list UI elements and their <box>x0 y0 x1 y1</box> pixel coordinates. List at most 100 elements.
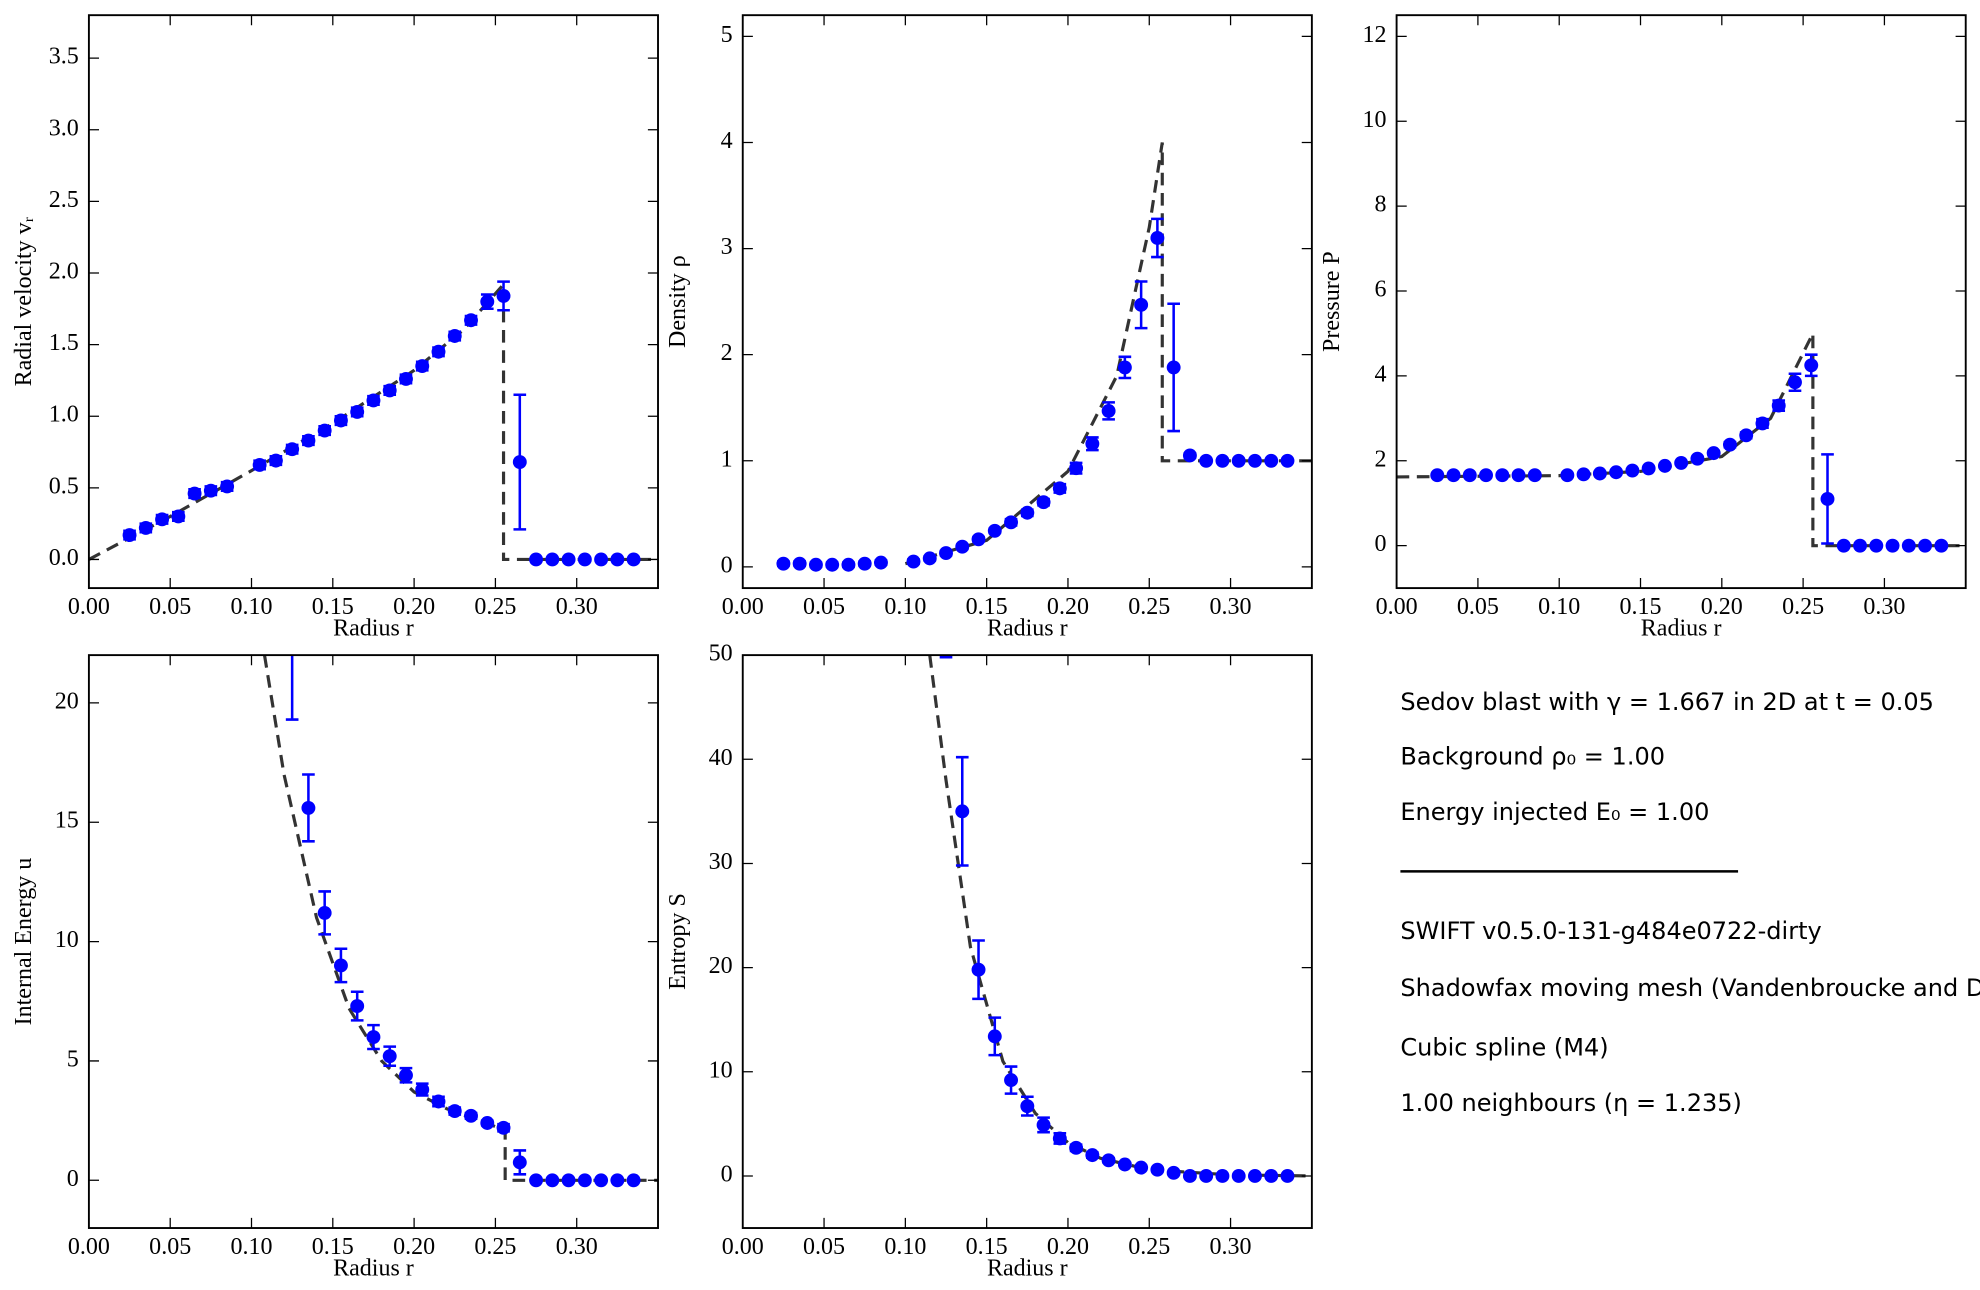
data-point <box>1117 360 1132 375</box>
plot-area <box>1396 332 1966 553</box>
data-point <box>1901 538 1916 553</box>
y-tick-label: 0 <box>1374 531 1386 557</box>
x-axis-label: Radius r <box>333 615 414 641</box>
data-point <box>825 557 840 572</box>
y-tick-label: 20 <box>709 953 733 979</box>
y-tick-label: 0.0 <box>49 545 79 571</box>
y-tick-label: 30 <box>709 849 733 875</box>
data-point <box>955 539 970 554</box>
data-point <box>792 556 807 571</box>
data-point <box>464 1108 478 1123</box>
data-point <box>1264 1168 1279 1183</box>
x-axis-label: Radius r <box>1641 615 1722 641</box>
info-note: Cubic spline (M4) <box>1400 1033 1608 1061</box>
data-point <box>496 1120 511 1135</box>
y-tick-label: 5 <box>67 1046 79 1072</box>
x-tick-label: 0.25 <box>1782 594 1824 620</box>
data-point <box>1706 446 1721 461</box>
data-point <box>1853 538 1867 553</box>
data-point <box>1182 1168 1197 1183</box>
y-tick-label: 0 <box>67 1166 79 1192</box>
data-point <box>1592 466 1607 481</box>
data-point <box>415 1082 430 1097</box>
data-point <box>382 1049 397 1064</box>
data-point <box>939 546 953 561</box>
y-tick-label: 3.0 <box>49 115 79 141</box>
data-point <box>382 383 397 398</box>
x-tick-label: 0.00 <box>722 1234 764 1260</box>
data-point <box>1446 468 1461 483</box>
data-point <box>776 556 791 571</box>
x-tick-label: 0.15 <box>312 1234 354 1260</box>
x-tick-label: 0.10 <box>1538 594 1580 620</box>
y-axis-label: Internal Energy u <box>11 858 37 1026</box>
data-point <box>1771 398 1786 413</box>
data-point <box>529 1173 544 1188</box>
x-tick-label: 0.20 <box>1701 594 1743 620</box>
x-axis-label: Radius r <box>987 615 1068 641</box>
data-point <box>350 404 365 419</box>
info-line: Energy injected E₀ = 1.00 <box>1400 798 1709 826</box>
data-point <box>1248 453 1262 468</box>
y-tick-label: 3.5 <box>49 44 79 70</box>
y-tick-label: 0.5 <box>49 473 79 499</box>
data-point <box>1117 1157 1132 1172</box>
data-point <box>1166 360 1181 375</box>
data-point <box>171 509 186 524</box>
data-point <box>1199 1168 1214 1183</box>
data-point <box>415 359 430 374</box>
data-point <box>1004 1073 1019 1088</box>
data-point <box>447 329 462 343</box>
data-point <box>1101 1153 1116 1168</box>
data-point <box>906 554 921 569</box>
axes-frame <box>741 654 1313 1229</box>
x-tick-label: 0.30 <box>1210 594 1252 620</box>
data-point <box>1430 468 1445 483</box>
x-tick-label: 0.10 <box>230 1234 272 1260</box>
data-point <box>1560 468 1575 483</box>
analytic-line <box>88 280 659 562</box>
data-point <box>545 552 560 567</box>
analytic-line <box>262 655 659 1182</box>
data-point <box>1182 448 1197 463</box>
y-tick-label: 12 <box>1362 22 1386 48</box>
data-point <box>1576 467 1591 482</box>
x-tick-label: 0.15 <box>966 1234 1008 1260</box>
data-point <box>1085 1148 1100 1163</box>
data-point <box>1134 297 1149 312</box>
data-point <box>512 455 527 470</box>
analytic-line <box>1396 332 1966 548</box>
data-point <box>366 1030 381 1045</box>
y-tick-label: 10 <box>709 1057 733 1083</box>
y-tick-label: 4 <box>721 128 733 154</box>
data-point <box>333 958 348 973</box>
data-point <box>1609 465 1624 480</box>
data-point <box>987 1029 1002 1044</box>
data-point <box>1641 461 1656 476</box>
data-point <box>268 453 283 468</box>
data-point <box>1885 538 1900 553</box>
info-line: Background ρ₀ = 1.00 <box>1400 743 1665 771</box>
x-tick-label: 0.25 <box>474 1234 516 1260</box>
x-tick-label: 0.05 <box>149 1234 191 1260</box>
data-point <box>1085 436 1100 451</box>
data-point <box>841 557 856 572</box>
data-point <box>252 457 267 472</box>
data-point <box>874 555 888 570</box>
data-point <box>610 1173 625 1188</box>
data-point <box>155 512 170 527</box>
data-point <box>561 552 576 567</box>
data-point <box>857 556 872 571</box>
x-tick-label: 0.00 <box>1376 594 1418 620</box>
x-tick-label: 0.20 <box>1047 594 1089 620</box>
y-tick-label: 0 <box>721 552 733 578</box>
data-point <box>1280 453 1295 468</box>
y-tick-label: 4 <box>1374 361 1386 387</box>
data-point <box>1722 437 1737 452</box>
data-point <box>1820 492 1835 506</box>
data-point <box>285 612 299 626</box>
analytic-line <box>904 142 1312 566</box>
data-point <box>480 294 495 309</box>
y-tick-label: 5 <box>721 22 733 48</box>
